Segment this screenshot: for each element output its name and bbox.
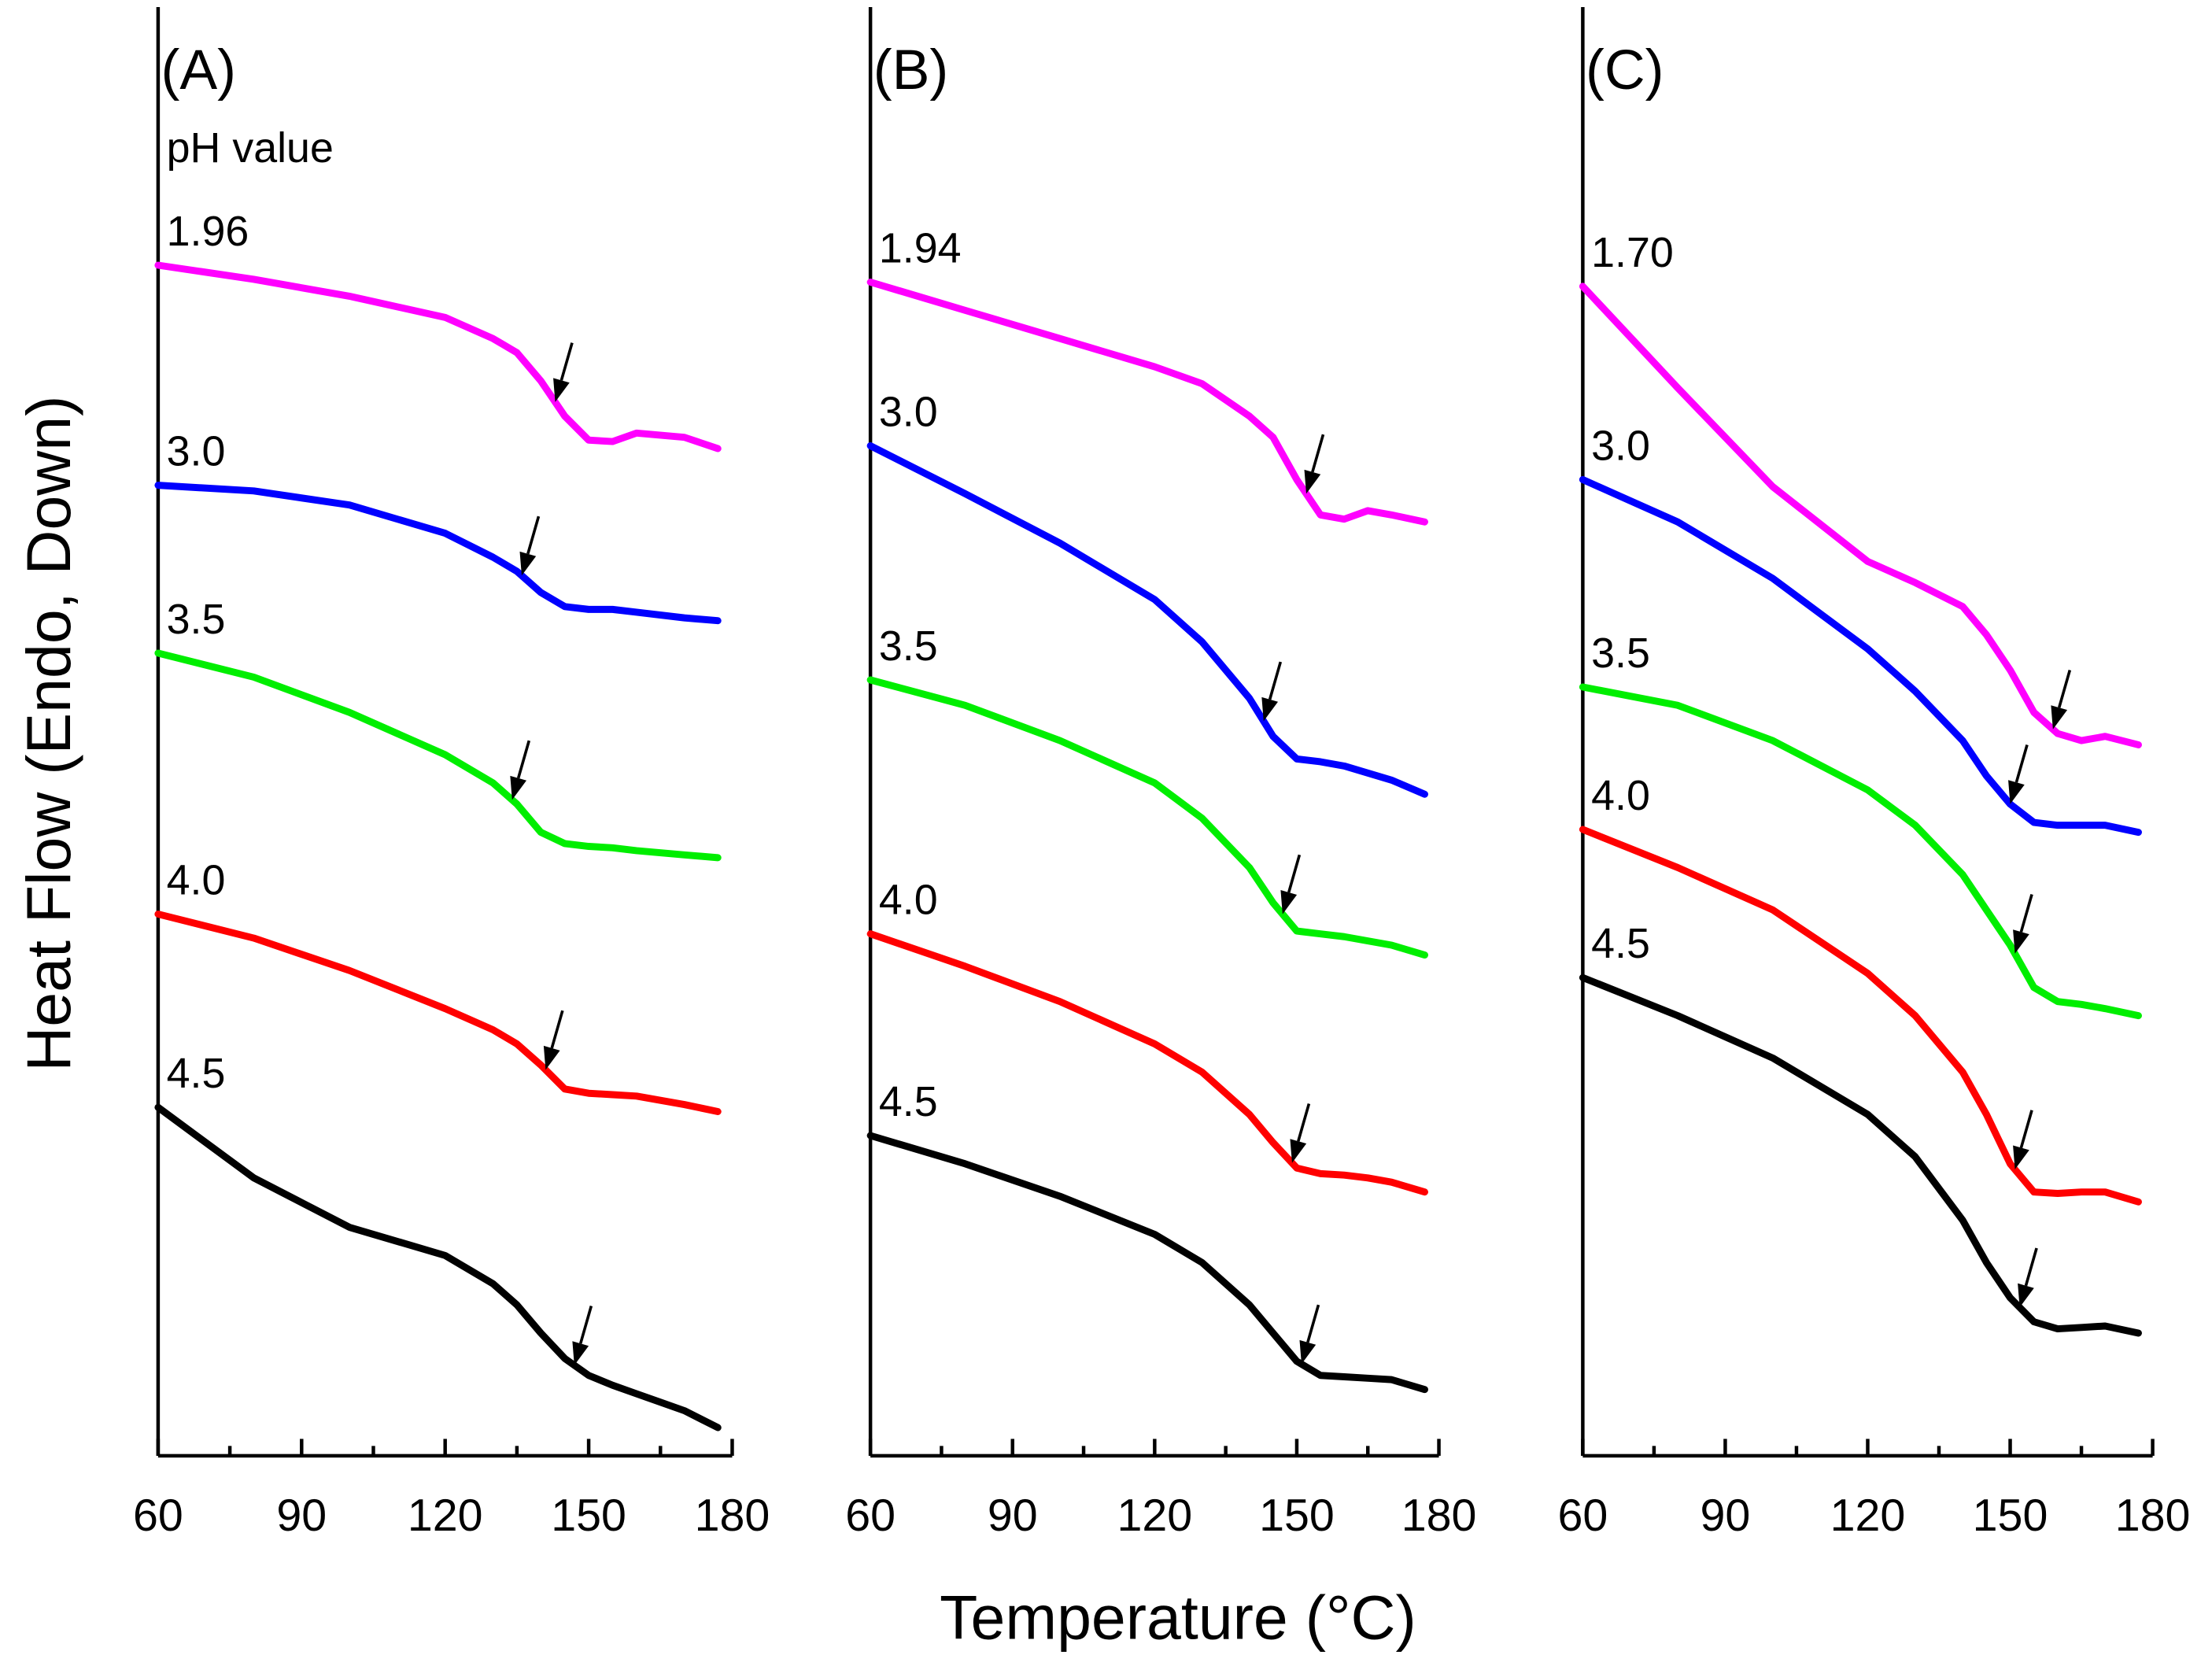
x-tick-label: 60 bbox=[133, 1491, 183, 1541]
x-tick-label: 90 bbox=[988, 1491, 1038, 1541]
arrow bbox=[2013, 1110, 2033, 1170]
arrow-head bbox=[519, 551, 537, 576]
x-tick-label: 180 bbox=[2115, 1491, 2191, 1541]
arrow bbox=[1299, 1304, 1320, 1365]
curve bbox=[154, 482, 722, 625]
series-label: 3.0 bbox=[167, 428, 226, 475]
arrow bbox=[1261, 661, 1283, 722]
x-tick-label: 90 bbox=[1701, 1491, 1751, 1541]
arrow bbox=[1304, 434, 1325, 494]
panel-title: (A) bbox=[161, 39, 236, 102]
curve bbox=[154, 261, 722, 453]
x-tick-label: 120 bbox=[408, 1491, 483, 1541]
x-tick-label: 180 bbox=[1401, 1491, 1477, 1541]
arrow-shaft bbox=[1268, 661, 1283, 700]
x-tick-label: 120 bbox=[1117, 1491, 1192, 1541]
arrow-shaft bbox=[1287, 854, 1302, 893]
arrow bbox=[572, 1306, 593, 1365]
series-label: 4.0 bbox=[1591, 772, 1650, 819]
panel-title: (C) bbox=[1586, 39, 1664, 102]
arrow bbox=[2018, 1247, 2038, 1308]
arrow-shaft bbox=[2019, 893, 2033, 933]
x-tick-label: 150 bbox=[1973, 1491, 2048, 1541]
arrow bbox=[1290, 1103, 1311, 1163]
arrow bbox=[510, 740, 531, 800]
arrow bbox=[543, 1010, 564, 1070]
panel-title: (B) bbox=[873, 39, 949, 102]
arrow-head bbox=[2008, 780, 2025, 804]
series-label: 3.5 bbox=[167, 596, 226, 643]
arrow-head bbox=[572, 1341, 589, 1365]
arrow-head bbox=[1299, 1339, 1316, 1365]
arrow bbox=[2051, 669, 2072, 730]
arrow bbox=[553, 342, 574, 402]
x-tick-label: 60 bbox=[1557, 1491, 1608, 1541]
arrow-shaft bbox=[526, 515, 541, 555]
series-label: 4.5 bbox=[167, 1050, 226, 1097]
arrow-head bbox=[1261, 696, 1279, 722]
arrow-head bbox=[2018, 1283, 2034, 1308]
series-label: 3.5 bbox=[1591, 630, 1650, 677]
arrow-shaft bbox=[2014, 744, 2029, 783]
curve bbox=[1579, 283, 2142, 748]
x-tick-label: 120 bbox=[1830, 1491, 1906, 1541]
series-label: 1.94 bbox=[879, 224, 962, 272]
arrow-head bbox=[1304, 469, 1321, 494]
series-label: 1.96 bbox=[167, 208, 249, 255]
curve bbox=[154, 911, 722, 1116]
arrow-head bbox=[2013, 1145, 2029, 1170]
arrow-shaft bbox=[550, 1010, 564, 1049]
series-label: 3.5 bbox=[879, 622, 938, 670]
arrow-head bbox=[1290, 1139, 1307, 1163]
curve bbox=[866, 279, 1428, 526]
arrow-shaft bbox=[1306, 1304, 1320, 1343]
arrow-head bbox=[2013, 929, 2029, 954]
arrow bbox=[2008, 744, 2029, 804]
curve bbox=[866, 441, 1428, 798]
series-label: 4.0 bbox=[167, 856, 226, 903]
series-label: 4.5 bbox=[879, 1078, 938, 1125]
curve bbox=[1579, 973, 2142, 1337]
series-label: 1.70 bbox=[1591, 229, 1674, 276]
arrow-head bbox=[510, 775, 527, 800]
arrow-shaft bbox=[2057, 669, 2072, 708]
x-tick-label: 150 bbox=[1259, 1491, 1335, 1541]
x-tick-label: 90 bbox=[276, 1491, 327, 1541]
series-label: 3.0 bbox=[879, 388, 938, 435]
legend-title: pH value bbox=[167, 124, 334, 172]
arrow bbox=[1280, 854, 1302, 914]
x-axis-label: Temperature (°C) bbox=[940, 1583, 1416, 1652]
curve bbox=[1579, 826, 2142, 1206]
arrow bbox=[519, 515, 541, 576]
x-tick-label: 150 bbox=[551, 1491, 626, 1541]
series-label: 4.5 bbox=[1591, 920, 1650, 967]
arrow-shaft bbox=[2019, 1110, 2033, 1148]
curve bbox=[866, 676, 1428, 959]
curve bbox=[1579, 683, 2142, 1020]
arrow-shaft bbox=[1311, 434, 1325, 473]
y-axis-label: Heat Flow (Endo, Down) bbox=[14, 396, 83, 1072]
arrow-shaft bbox=[559, 342, 574, 381]
series-label: 3.0 bbox=[1591, 422, 1650, 469]
arrow bbox=[2013, 893, 2033, 954]
x-tick-label: 180 bbox=[695, 1491, 770, 1541]
arrow-head bbox=[2051, 705, 2068, 730]
arrow-head bbox=[1280, 890, 1298, 914]
curve bbox=[154, 649, 722, 862]
arrow-shaft bbox=[516, 740, 531, 779]
arrow-shaft bbox=[2024, 1247, 2038, 1287]
x-tick-label: 60 bbox=[845, 1491, 896, 1541]
curve bbox=[154, 1103, 722, 1431]
curve bbox=[1579, 475, 2142, 837]
arrow-head bbox=[543, 1045, 560, 1070]
arrow-shaft bbox=[1297, 1103, 1311, 1142]
arrow-shaft bbox=[578, 1306, 593, 1344]
curve bbox=[866, 1132, 1428, 1394]
curve bbox=[866, 930, 1428, 1196]
series-label: 4.0 bbox=[879, 877, 938, 924]
arrow-head bbox=[553, 378, 570, 402]
